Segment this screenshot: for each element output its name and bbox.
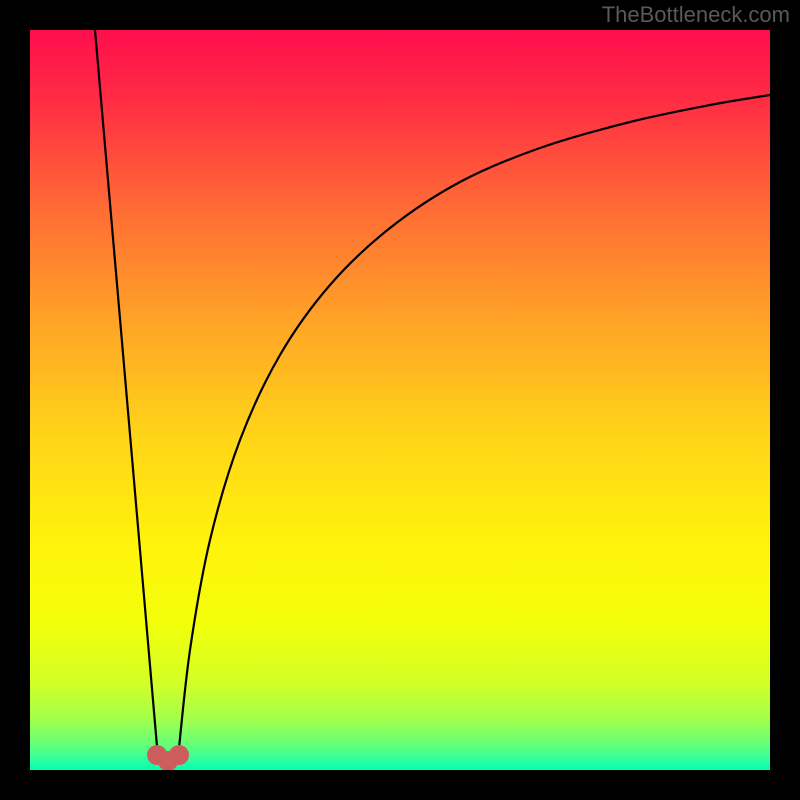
- bottleneck-curve: [30, 30, 770, 770]
- attribution-text: TheBottleneck.com: [602, 2, 790, 28]
- valley-marker: [147, 745, 189, 770]
- bottleneck-plot: [30, 30, 770, 770]
- curve-right-branch: [178, 95, 770, 758]
- curve-left-branch: [95, 30, 158, 758]
